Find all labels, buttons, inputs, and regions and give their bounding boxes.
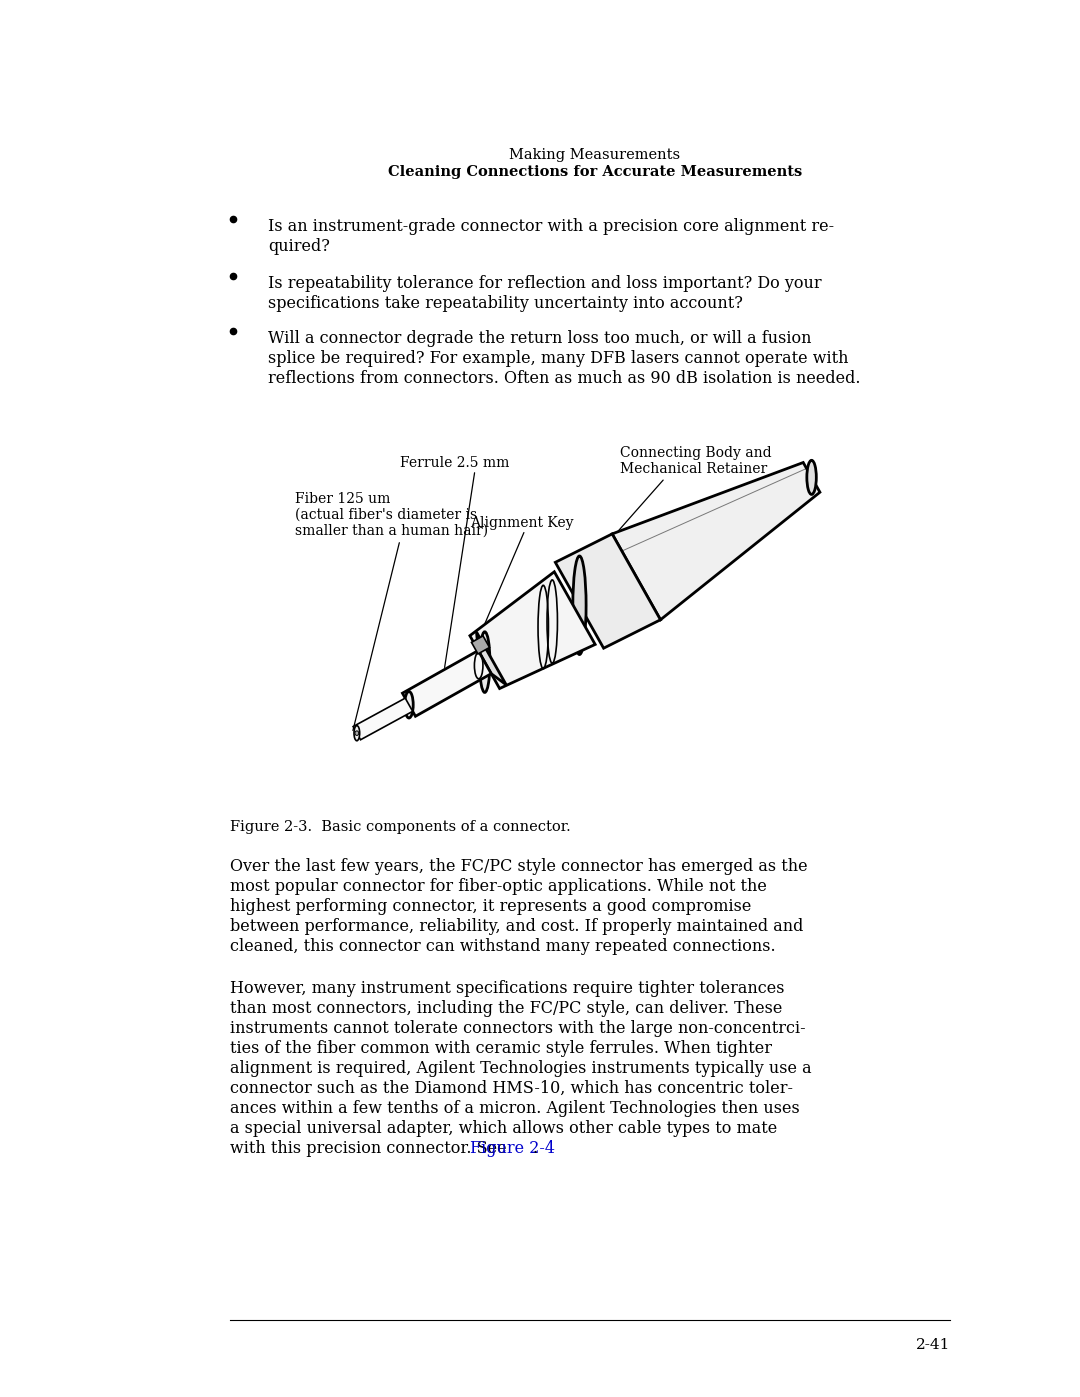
Text: splice be required? For example, many DFB lasers cannot operate with: splice be required? For example, many DF… bbox=[268, 351, 849, 367]
Text: ties of the fiber common with ceramic style ferrules. When tighter: ties of the fiber common with ceramic st… bbox=[230, 1039, 772, 1058]
Ellipse shape bbox=[807, 461, 816, 495]
Text: Over the last few years, the FC/PC style connector has emerged as the: Over the last few years, the FC/PC style… bbox=[230, 858, 808, 875]
Text: 2-41: 2-41 bbox=[916, 1338, 950, 1352]
Ellipse shape bbox=[480, 631, 490, 693]
Text: Figure 2-4: Figure 2-4 bbox=[470, 1140, 555, 1157]
Text: connector such as the Diamond HMS-10, which has concentric toler-: connector such as the Diamond HMS-10, wh… bbox=[230, 1080, 793, 1097]
Text: quired?: quired? bbox=[268, 237, 329, 256]
Text: ances within a few tenths of a micron. Agilent Technologies then uses: ances within a few tenths of a micron. A… bbox=[230, 1099, 800, 1118]
Text: highest performing connector, it represents a good compromise: highest performing connector, it represe… bbox=[230, 898, 752, 915]
Text: a special universal adapter, which allows other cable types to mate: a special universal adapter, which allow… bbox=[230, 1120, 778, 1137]
Text: However, many instrument specifications require tighter tolerances: However, many instrument specifications … bbox=[230, 981, 784, 997]
Text: between performance, reliability, and cost. If properly maintained and: between performance, reliability, and co… bbox=[230, 918, 804, 935]
Ellipse shape bbox=[355, 731, 359, 735]
Text: Is an instrument-grade connector with a precision core alignment re-: Is an instrument-grade connector with a … bbox=[268, 218, 834, 235]
Polygon shape bbox=[472, 636, 489, 654]
Text: Will a connector degrade the return loss too much, or will a fusion: Will a connector degrade the return loss… bbox=[268, 330, 811, 346]
Text: Is repeatability tolerance for reflection and loss important? Do your: Is repeatability tolerance for reflectio… bbox=[268, 275, 822, 292]
Text: Mechanical Retainer: Mechanical Retainer bbox=[620, 462, 767, 476]
Text: than most connectors, including the FC/PC style, can deliver. These: than most connectors, including the FC/P… bbox=[230, 1000, 782, 1017]
Polygon shape bbox=[612, 462, 820, 620]
Text: cleaned, this connector can withstand many repeated connections.: cleaned, this connector can withstand ma… bbox=[230, 937, 775, 956]
Text: Making Measurements: Making Measurements bbox=[510, 148, 680, 162]
Text: Connecting Body and: Connecting Body and bbox=[620, 446, 771, 460]
Text: Ferrule 2.5 mm: Ferrule 2.5 mm bbox=[400, 455, 510, 469]
Text: specifications take repeatability uncertainty into account?: specifications take repeatability uncert… bbox=[268, 295, 743, 312]
Polygon shape bbox=[353, 698, 413, 740]
Text: .: . bbox=[532, 1140, 537, 1157]
Ellipse shape bbox=[572, 556, 586, 655]
Text: alignment is required, Agilent Technologies instruments typically use a: alignment is required, Agilent Technolog… bbox=[230, 1060, 812, 1077]
Text: most popular connector for fiber-optic applications. While not the: most popular connector for fiber-optic a… bbox=[230, 877, 767, 895]
Text: instruments cannot tolerate connectors with the large non-concentrci-: instruments cannot tolerate connectors w… bbox=[230, 1020, 806, 1037]
Text: smaller than a human hair): smaller than a human hair) bbox=[295, 524, 488, 538]
Ellipse shape bbox=[405, 692, 414, 718]
Polygon shape bbox=[403, 651, 491, 717]
Text: with this precision connector. See: with this precision connector. See bbox=[230, 1140, 512, 1157]
Polygon shape bbox=[555, 534, 661, 648]
Polygon shape bbox=[470, 571, 595, 689]
Ellipse shape bbox=[354, 725, 360, 740]
Text: Figure 2-3.  Basic components of a connector.: Figure 2-3. Basic components of a connec… bbox=[230, 820, 570, 834]
Text: Alignment Key: Alignment Key bbox=[470, 515, 573, 529]
Text: (actual fiber's diameter is: (actual fiber's diameter is bbox=[295, 509, 477, 522]
Polygon shape bbox=[476, 631, 507, 685]
Text: Fiber 125 um: Fiber 125 um bbox=[295, 492, 390, 506]
Text: Cleaning Connections for Accurate Measurements: Cleaning Connections for Accurate Measur… bbox=[388, 165, 802, 179]
Text: reflections from connectors. Often as much as 90 dB isolation is needed.: reflections from connectors. Often as mu… bbox=[268, 370, 861, 387]
